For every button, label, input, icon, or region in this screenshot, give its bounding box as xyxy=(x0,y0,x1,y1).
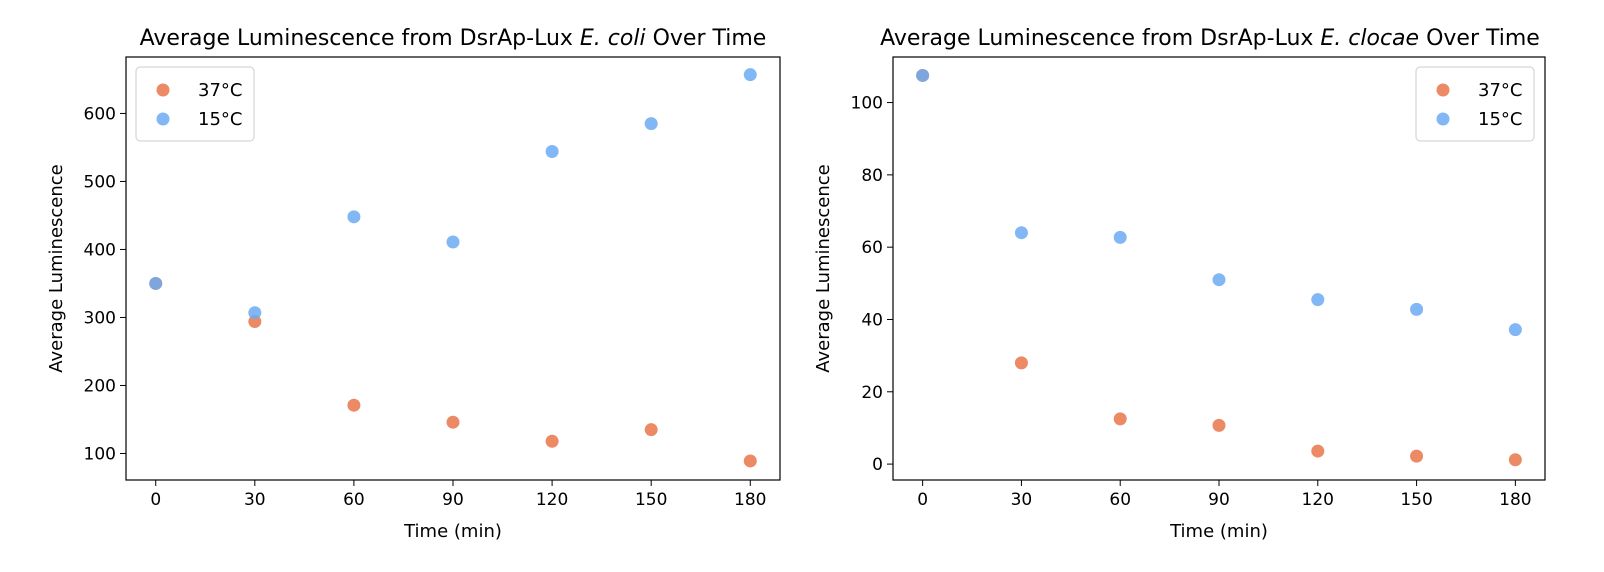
data-point-series-2 xyxy=(545,145,559,159)
data-point-series-1 xyxy=(743,454,757,468)
y-tick-label: 400 xyxy=(84,240,116,260)
x-tick-label: 120 xyxy=(1302,490,1334,510)
legend-label: 37°C xyxy=(1478,80,1522,101)
data-point-series-2 xyxy=(916,68,930,82)
x-tick-label: 150 xyxy=(1400,490,1432,510)
y-tick-label: 0 xyxy=(872,455,883,475)
y-tick-label: 100 xyxy=(84,444,116,464)
data-point-series-2 xyxy=(1212,273,1226,287)
data-point-series-1 xyxy=(545,434,559,448)
x-tick-label: 90 xyxy=(1208,490,1230,510)
y-tick-label: 100 xyxy=(851,94,883,114)
legend-marker xyxy=(1436,83,1450,97)
y-tick-label: 40 xyxy=(861,310,883,330)
chart-title-part: Average Luminescence from DsrAp-Lux xyxy=(880,26,1320,51)
data-point-series-1 xyxy=(1311,444,1325,458)
data-point-series-2 xyxy=(149,276,163,290)
x-tick-label: 180 xyxy=(734,490,766,510)
data-point-series-2 xyxy=(644,117,658,131)
chart-title: Average Luminescence from DsrAp-Lux E. c… xyxy=(880,26,1540,51)
data-point-series-2 xyxy=(446,235,460,249)
data-point-series-2 xyxy=(1311,293,1325,307)
chart-title-part: Over Time xyxy=(646,26,767,51)
y-tick-label: 20 xyxy=(861,383,883,403)
x-tick-label: 90 xyxy=(442,490,464,510)
chart-panel-2: Average Luminescence from DsrAp-Lux E. c… xyxy=(813,26,1546,542)
y-axis-label: Average Luminescence xyxy=(46,164,67,373)
y-tick-label: 600 xyxy=(84,104,116,124)
chart-title-species: E. clocae xyxy=(1320,26,1419,51)
x-tick-label: 60 xyxy=(343,490,365,510)
x-axis-label: Time (min) xyxy=(1169,521,1268,542)
data-point-series-1 xyxy=(1212,418,1226,432)
x-tick-label: 120 xyxy=(536,490,568,510)
chart-panel-1: Average Luminescence from DsrAp-Lux E. c… xyxy=(46,26,781,542)
x-tick-label: 150 xyxy=(635,490,667,510)
data-point-series-1 xyxy=(1113,412,1127,426)
chart-title-part: Average Luminescence from DsrAp-Lux xyxy=(140,26,580,51)
chart-title-part: Over Time xyxy=(1419,26,1540,51)
data-point-series-2 xyxy=(1508,323,1522,337)
data-point-series-2 xyxy=(248,306,262,320)
x-tick-label: 30 xyxy=(1011,490,1033,510)
x-tick-label: 30 xyxy=(244,490,266,510)
data-point-series-2 xyxy=(1113,230,1127,244)
legend-marker xyxy=(156,112,170,126)
data-point-series-1 xyxy=(347,398,361,412)
data-point-series-1 xyxy=(644,423,658,437)
data-point-series-2 xyxy=(743,68,757,82)
x-tick-label: 0 xyxy=(917,490,928,510)
x-tick-label: 180 xyxy=(1499,490,1531,510)
y-axis-label: Average Luminescence xyxy=(813,164,834,373)
data-point-series-1 xyxy=(1508,453,1522,467)
legend-label: 37°C xyxy=(198,80,242,101)
x-tick-label: 60 xyxy=(1109,490,1131,510)
y-tick-label: 500 xyxy=(84,172,116,192)
data-point-series-1 xyxy=(1410,449,1424,463)
legend-marker xyxy=(156,83,170,97)
x-axis-label: Time (min) xyxy=(403,521,502,542)
legend-marker xyxy=(1436,112,1450,126)
y-tick-label: 200 xyxy=(84,376,116,396)
data-point-series-2 xyxy=(1410,302,1424,316)
chart-title-species: E. coli xyxy=(580,26,646,51)
data-point-series-1 xyxy=(1014,356,1028,370)
legend-label: 15°C xyxy=(198,109,242,130)
chart-title: Average Luminescence from DsrAp-Lux E. c… xyxy=(140,26,767,51)
x-tick-label: 0 xyxy=(150,490,161,510)
y-tick-label: 60 xyxy=(861,238,883,258)
data-point-series-1 xyxy=(446,415,460,429)
legend-label: 15°C xyxy=(1478,109,1522,130)
y-tick-label: 80 xyxy=(861,166,883,186)
data-point-series-2 xyxy=(1014,226,1028,240)
y-tick-label: 300 xyxy=(84,308,116,328)
data-point-series-2 xyxy=(347,210,361,224)
